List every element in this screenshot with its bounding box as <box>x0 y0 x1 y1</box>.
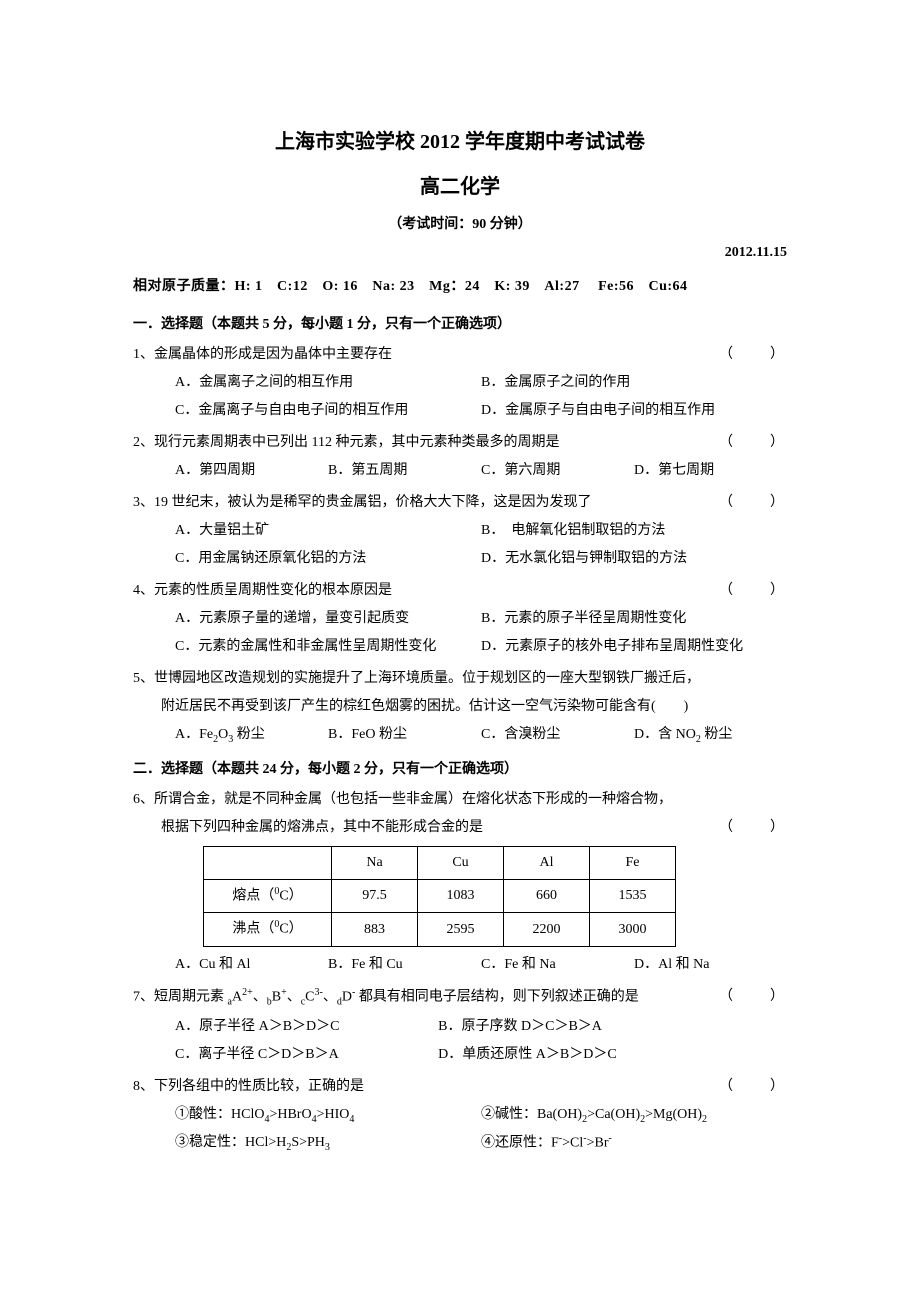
question-stem: 8、下列各组中的性质比较，正确的是 <box>133 1073 719 1101</box>
option-a: A．第四周期 <box>175 457 328 485</box>
option-b: B．金属原子之间的作用 <box>481 369 787 397</box>
item-3: ③稳定性：HCl>H2S>PH3 <box>175 1129 481 1158</box>
option-d: D．第七周期 <box>634 457 787 485</box>
question-7: 7、短周期元素 aA2+、bB+、cC3-、dD- 都具有相同电子层结构，则下列… <box>133 983 787 1068</box>
option-d: D．无水氯化铝与钾制取铝的方法 <box>481 545 787 573</box>
melting-point-table: Na Cu Al Fe 熔点（0C） 97.5 1083 660 1535 沸点… <box>203 846 676 947</box>
answer-paren: （ ） <box>719 341 787 369</box>
option-b: B．Fe 和 Cu <box>328 951 481 979</box>
table-cell: 2595 <box>418 913 504 947</box>
option-c: C．第六周期 <box>481 457 634 485</box>
answer-paren: （ ） <box>719 814 787 842</box>
option-a: A．金属离子之间的相互作用 <box>175 369 481 397</box>
answer-paren: （ ） <box>719 489 787 517</box>
table-cell: 660 <box>504 879 590 913</box>
option-d: D．元素原子的核外电子排布呈周期性变化 <box>481 633 787 661</box>
question-stem: 2、现行元素周期表中已列出 112 种元素，其中元素种类最多的周期是 <box>133 429 719 457</box>
option-c: C．元素的金属性和非金属性呈周期性变化 <box>175 633 481 661</box>
option-b: B．第五周期 <box>328 457 481 485</box>
option-a: A．大量铝土矿 <box>175 517 481 545</box>
atomic-mass: 相对原子质量：H: 1 C:12 O: 16 Na: 23 Mg：24 K: 3… <box>133 275 787 295</box>
table-cell: Na <box>332 846 418 879</box>
item-1: ①酸性：HClO4>HBrO4>HIO4 <box>175 1101 481 1130</box>
table-row: 沸点（0C） 883 2595 2200 3000 <box>204 913 676 947</box>
answer-paren: （ ） <box>719 983 787 1012</box>
option-b: B．FeO 粉尘 <box>328 721 481 750</box>
exam-date: 2012.11.15 <box>133 245 787 261</box>
question-stem: 4、元素的性质呈周期性变化的根本原因是 <box>133 577 719 605</box>
question-stem-line1: 5、世博园地区改造规划的实施提升了上海环境质量。位于规划区的一座大型钢铁厂搬迁后… <box>133 665 787 693</box>
section-header-2: 二．选择题（本题共 24 分，每小题 2 分，只有一个正确选项） <box>133 758 787 778</box>
table-cell: 沸点（0C） <box>204 913 332 947</box>
title-main: 上海市实验学校 2012 学年度期中考试试卷 <box>133 125 787 154</box>
table-cell: 1083 <box>418 879 504 913</box>
question-8: 8、下列各组中的性质比较，正确的是 （ ） ①酸性：HClO4>HBrO4>HI… <box>133 1073 787 1159</box>
question-stem: 1、金属晶体的形成是因为晶体中主要存在 <box>133 341 719 369</box>
table-cell: 97.5 <box>332 879 418 913</box>
question-4: 4、元素的性质呈周期性变化的根本原因是 （ ） A．元素原子量的递增，量变引起质… <box>133 577 787 661</box>
item-2: ②碱性：Ba(OH)2>Ca(OH)2>Mg(OH)2 <box>481 1101 787 1130</box>
table-row: 熔点（0C） 97.5 1083 660 1535 <box>204 879 676 913</box>
table-cell: 3000 <box>590 913 676 947</box>
table-cell: 883 <box>332 913 418 947</box>
option-c: C．金属离子与自由电子间的相互作用 <box>175 397 481 425</box>
option-c: C．Fe 和 Na <box>481 951 634 979</box>
question-6: 6、所谓合金，就是不同种金属（也包括一些非金属）在熔化状态下形成的一种熔合物， … <box>133 786 787 979</box>
table-cell: 2200 <box>504 913 590 947</box>
option-c: C．用金属钠还原氧化铝的方法 <box>175 545 481 573</box>
option-d: D．金属原子与自由电子间的相互作用 <box>481 397 787 425</box>
option-b: B．原子序数 D＞C＞B＞A <box>438 1013 602 1041</box>
question-stem: 3、19 世纪末，被认为是稀罕的贵金属铝，价格大大下降，这是因为发现了 <box>133 489 719 517</box>
option-c: C．含溴粉尘 <box>481 721 634 750</box>
option-a: A．Fe2O3 粉尘 <box>175 721 328 750</box>
question-2: 2、现行元素周期表中已列出 112 种元素，其中元素种类最多的周期是 （ ） A… <box>133 429 787 485</box>
question-stem-line2: 附近居民不再受到该厂产生的棕红色烟雾的困扰。估计这一空气污染物可能含有( ) <box>133 693 787 721</box>
question-3: 3、19 世纪末，被认为是稀罕的贵金属铝，价格大大下降，这是因为发现了 （ ） … <box>133 489 787 573</box>
question-1: 1、金属晶体的形成是因为晶体中主要存在 （ ） A．金属离子之间的相互作用 B．… <box>133 341 787 425</box>
answer-paren: （ ） <box>719 429 787 457</box>
table-cell: 熔点（0C） <box>204 879 332 913</box>
question-stem: 7、短周期元素 aA2+、bB+、cC3-、dD- 都具有相同电子层结构，则下列… <box>133 983 719 1012</box>
option-d: D．含 NO2 粉尘 <box>634 721 787 750</box>
answer-paren: （ ） <box>719 577 787 605</box>
table-cell: Al <box>504 846 590 879</box>
table-row: Na Cu Al Fe <box>204 846 676 879</box>
option-c: C．离子半径 C＞D＞B＞A <box>175 1041 438 1069</box>
option-b: B． 电解氧化铝制取铝的方法 <box>481 517 787 545</box>
question-stem-line2: 根据下列四种金属的熔沸点，其中不能形成合金的是 <box>161 814 719 842</box>
table-cell: Cu <box>418 846 504 879</box>
option-a: A．原子半径 A＞B＞D＞C <box>175 1013 438 1041</box>
option-a: A．元素原子量的递增，量变引起质变 <box>175 605 481 633</box>
option-a: A．Cu 和 Al <box>175 951 328 979</box>
table-cell: 1535 <box>590 879 676 913</box>
table-cell <box>204 846 332 879</box>
section-header-1: 一．选择题（本题共 5 分，每小题 1 分，只有一个正确选项） <box>133 313 787 333</box>
answer-paren: （ ） <box>719 1073 787 1101</box>
title-sub: 高二化学 <box>133 170 787 199</box>
item-4: ④还原性：F->Cl->Br- <box>481 1129 787 1158</box>
exam-time: （考试时间：90 分钟） <box>133 213 787 233</box>
table-cell: Fe <box>590 846 676 879</box>
option-d: D．Al 和 Na <box>634 951 787 979</box>
question-5: 5、世博园地区改造规划的实施提升了上海环境质量。位于规划区的一座大型钢铁厂搬迁后… <box>133 665 787 750</box>
option-d: D．单质还原性 A＞B＞D＞C <box>438 1041 617 1069</box>
option-b: B．元素的原子半径呈周期性变化 <box>481 605 787 633</box>
question-stem-line1: 6、所谓合金，就是不同种金属（也包括一些非金属）在熔化状态下形成的一种熔合物， <box>133 786 787 814</box>
